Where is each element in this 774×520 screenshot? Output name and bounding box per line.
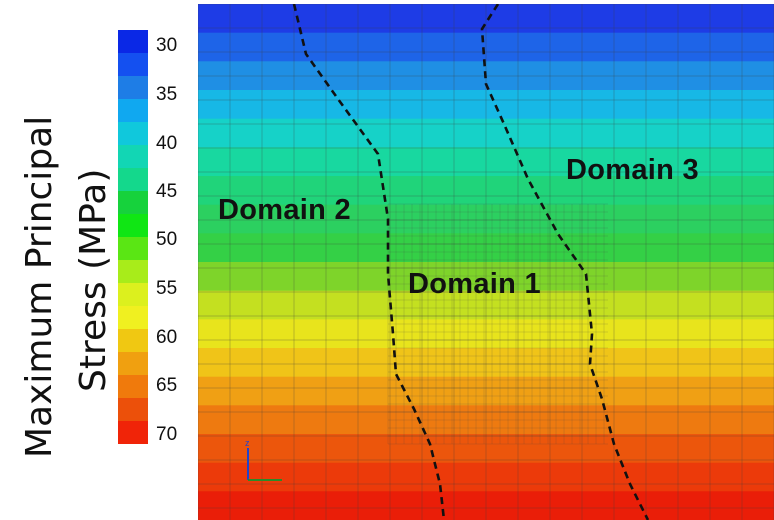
colorbar-segment: [118, 398, 148, 421]
stress-band: [198, 262, 774, 292]
colorbar-tick-label: 45: [156, 181, 178, 202]
stress-band: [198, 491, 774, 520]
stress-band: [198, 176, 774, 206]
colorbar-segment: [118, 30, 148, 53]
colorbar-tick-label: 55: [156, 278, 178, 299]
stress-contour-plot: z Domain 2 Domain 1 Domain 3: [198, 4, 774, 520]
label-domain-1: Domain 1: [408, 268, 541, 300]
colorbar-segment: [118, 214, 148, 237]
colorbar-tick-label: 35: [156, 84, 178, 105]
stress-band: [198, 319, 774, 349]
label-domain-3: Domain 3: [566, 154, 699, 186]
colorbar-segment: [118, 53, 148, 76]
stress-band: [198, 90, 774, 120]
axes-triad-icon: z: [245, 438, 282, 481]
mesh-grid: [198, 4, 774, 520]
colorbar-segment: [118, 168, 148, 191]
stress-band: [198, 290, 774, 321]
colorbar-tick-label: 70: [156, 424, 178, 445]
stress-band: [198, 462, 774, 493]
colorbar-segment: [118, 421, 148, 444]
colorbar-segment: [118, 99, 148, 122]
colorbar-segment: [118, 145, 148, 168]
boundary-domain-1-3: [480, 4, 650, 520]
colorbar-ticks: 30 35 40 45 50 55 60 65 70: [156, 30, 196, 444]
colorbar-tick-label: 30: [156, 35, 178, 56]
colorbar: [118, 30, 148, 444]
colorbar-segment: [118, 352, 148, 375]
stress-band: [198, 348, 774, 378]
colorbar-segment: [118, 260, 148, 283]
colorbar-segment: [118, 122, 148, 145]
colorbar-segment: [118, 76, 148, 99]
stress-band: [198, 147, 774, 177]
colorbar-segment: [118, 375, 148, 398]
colorbar-title-line1: Maximum Principal: [19, 115, 60, 458]
colorbar-segment: [118, 237, 148, 260]
colorbar-segment: [118, 283, 148, 306]
colorbar-title-line2: Stress (MPa): [73, 168, 114, 392]
axes-triad-z-label: z: [245, 438, 250, 448]
boundary-domain-2-1: [292, 4, 446, 520]
colorbar-tick-label: 65: [156, 375, 178, 396]
colorbar-tick-label: 60: [156, 327, 178, 348]
stress-band: [198, 405, 774, 435]
stress-band: [198, 233, 774, 263]
colorbar-segment: [118, 329, 148, 352]
refined-mesh: [387, 203, 608, 445]
stress-band: [198, 118, 774, 149]
stress-band: [198, 434, 774, 464]
colorbar-tick-label: 40: [156, 133, 178, 154]
stress-band: [198, 204, 774, 235]
contour-field: z: [198, 4, 774, 520]
colorbar-segment: [118, 306, 148, 329]
colorbar-tick-label: 50: [156, 229, 178, 250]
colorbar-segment: [118, 191, 148, 214]
stress-band: [198, 32, 774, 63]
label-domain-2: Domain 2: [218, 194, 351, 226]
stress-band: [198, 376, 774, 407]
